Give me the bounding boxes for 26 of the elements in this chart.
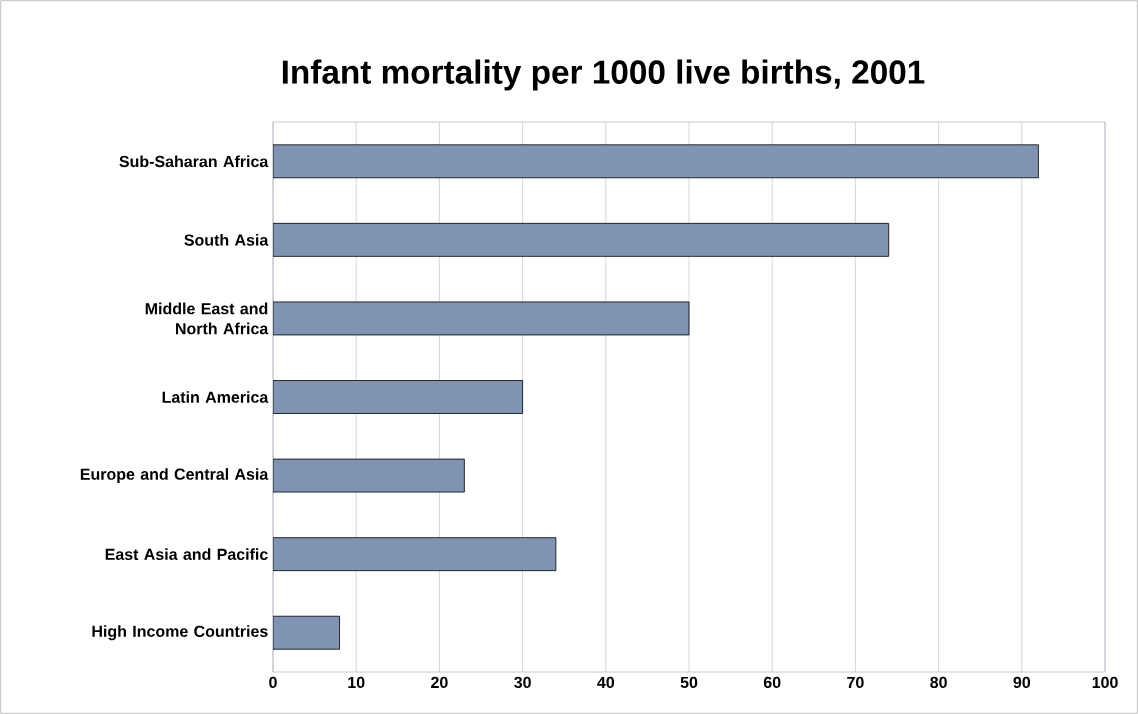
bar bbox=[273, 615, 340, 650]
x-tick-label: 0 bbox=[269, 676, 277, 689]
y-tick-label: East Asia and Pacific bbox=[105, 548, 268, 561]
chart-title: Infant mortality per 1000 live births, 2001 bbox=[282, 59, 925, 91]
x-tick-label: 50 bbox=[680, 676, 698, 689]
x-tick-label: 30 bbox=[514, 676, 531, 689]
y-tick-label: Latin America bbox=[162, 391, 269, 403]
x-tick-label: 70 bbox=[847, 676, 864, 689]
x-tick-label: 100 bbox=[1092, 676, 1118, 689]
y-tick-label: Middle East and North Africa bbox=[145, 302, 269, 335]
x-tick-label: 20 bbox=[431, 676, 448, 689]
x-tick-label: 60 bbox=[763, 676, 781, 689]
x-tick-label: 40 bbox=[597, 676, 615, 689]
y-tick-label: South Asia bbox=[184, 234, 269, 246]
x-tick-label: 80 bbox=[930, 676, 947, 689]
bar bbox=[273, 380, 523, 414]
bar bbox=[273, 301, 690, 336]
y-tick-label: High Income Countries bbox=[92, 625, 268, 641]
x-tick-label: 10 bbox=[348, 676, 365, 689]
y-tick-label: Europe and Central Asia bbox=[80, 468, 269, 484]
y-tick-label: Sub-Saharan Africa bbox=[119, 155, 269, 168]
bar bbox=[273, 458, 465, 493]
bar bbox=[273, 222, 890, 257]
x-tick-label: 90 bbox=[1013, 676, 1031, 689]
bar bbox=[273, 144, 1039, 179]
bar bbox=[273, 537, 557, 572]
